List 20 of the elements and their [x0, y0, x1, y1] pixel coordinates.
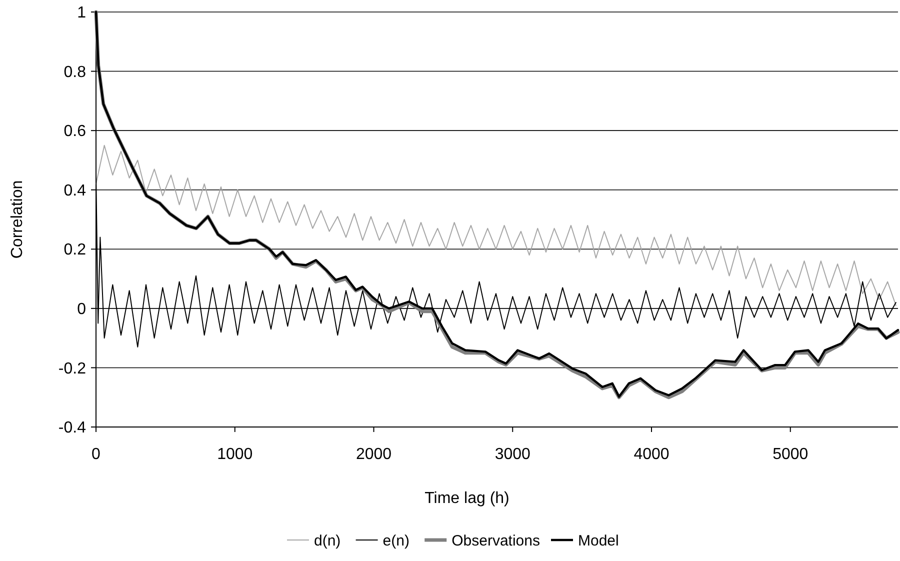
x-tick-label: 1000: [217, 446, 253, 463]
y-axis-title: Correlation: [9, 180, 26, 259]
y-tick-label: 0.4: [64, 182, 86, 200]
y-tick-label: 0.6: [64, 123, 86, 140]
y-tick-label: 0.2: [64, 242, 86, 259]
y-tick-label: 0.8: [64, 64, 86, 81]
x-tick-label: 5000: [772, 446, 808, 463]
x-axis-title: Time lag (h): [424, 490, 510, 507]
x-tick-label: 4000: [634, 446, 670, 463]
legend-label: Model: [578, 532, 619, 550]
y-tick-label: -0.4: [58, 420, 86, 437]
y-tick-label: 0: [77, 301, 86, 318]
y-tick-label: -0.2: [58, 360, 86, 378]
legend-label: e(n): [382, 532, 410, 550]
x-tick-label: 2000: [356, 446, 392, 463]
y-tick-label: 1: [77, 4, 86, 22]
legend-label: Observations: [452, 532, 540, 550]
x-tick-label: 0: [92, 446, 101, 463]
legend-label: d(n): [314, 532, 341, 550]
x-tick-label: 3000: [494, 446, 531, 463]
